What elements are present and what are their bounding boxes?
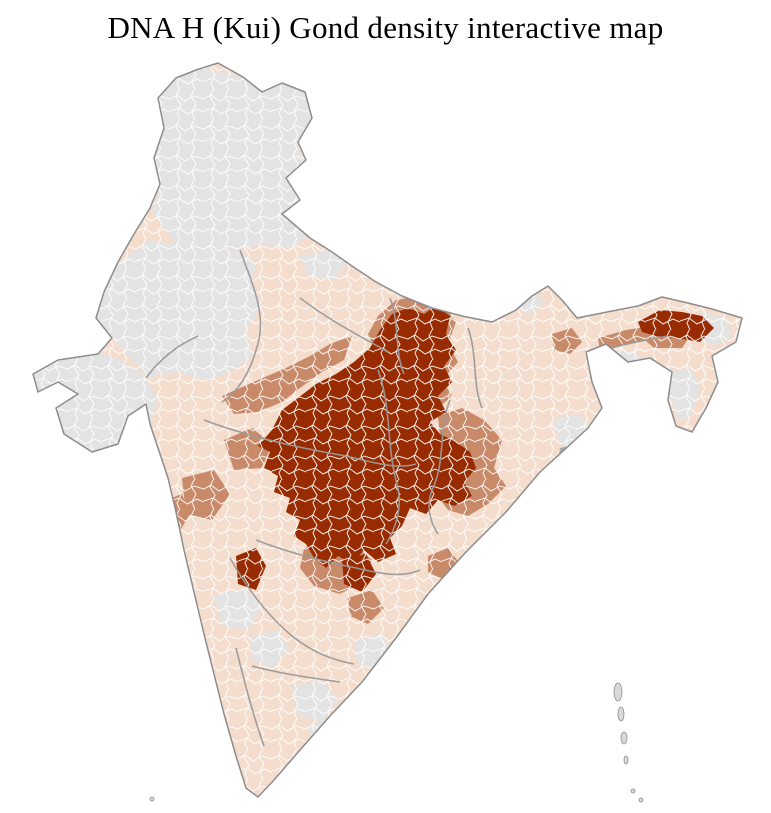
state-border-line [229, 557, 355, 665]
state-border-line [299, 297, 389, 353]
state-border-line [428, 399, 451, 535]
state-border-line [145, 335, 199, 379]
nicobar-island[interactable] [630, 788, 636, 794]
andaman-island[interactable] [613, 682, 623, 702]
state-border-line [377, 369, 401, 545]
state-border-line [255, 539, 421, 576]
map-title: DNA H (Kui) Gond density interactive map [107, 10, 664, 45]
state-border-line [203, 419, 417, 467]
andaman-island[interactable] [617, 706, 625, 722]
islands[interactable] [149, 682, 644, 803]
state-border-line [467, 327, 483, 409]
india-outline [32, 62, 743, 798]
lakshadweep-island[interactable] [149, 796, 155, 802]
state-border-line [251, 665, 341, 683]
state-border-line [235, 647, 265, 747]
state-border-line [389, 297, 405, 375]
andaman-island[interactable] [620, 731, 628, 745]
state-borders [145, 249, 669, 747]
andaman-island[interactable] [623, 755, 629, 765]
nicobar-island[interactable] [638, 797, 644, 803]
state-border-line [221, 249, 262, 403]
